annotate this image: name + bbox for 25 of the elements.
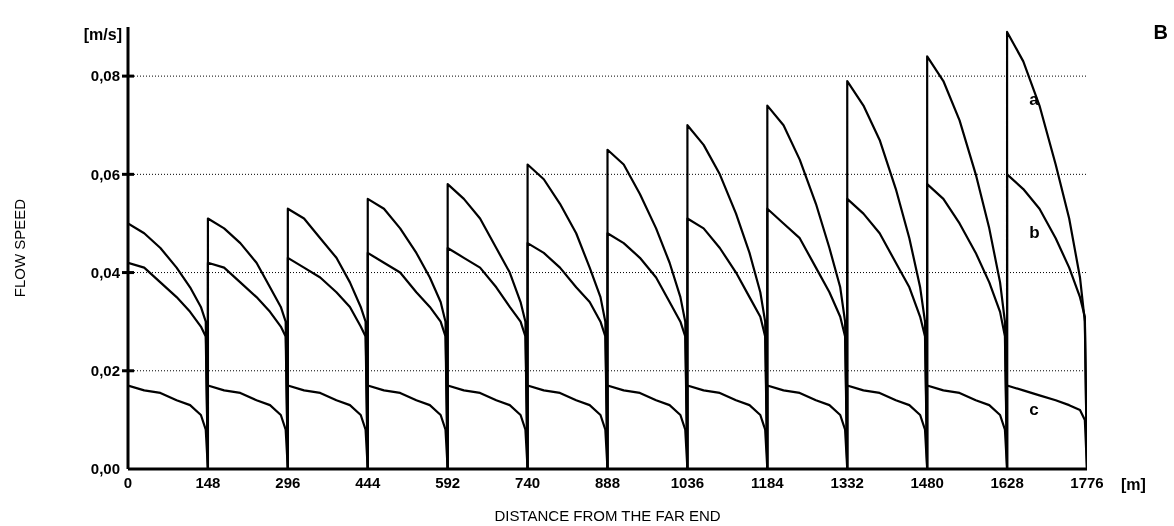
x-tick-label: 444 xyxy=(355,473,381,491)
x-tick-label: 0 xyxy=(123,473,133,491)
y-tick-label: 0,06 xyxy=(90,165,120,183)
x-tick-label: 296 xyxy=(275,473,301,491)
text: B xyxy=(1153,21,1168,43)
x-tick-label: 148 xyxy=(195,473,221,491)
x-tick-label: 1184 xyxy=(751,473,785,491)
y-axis-title: FLOW SPEED xyxy=(11,198,29,298)
x-tick-label: 888 xyxy=(594,473,621,491)
series-label: b xyxy=(1029,223,1040,243)
x-tick-label: 1480 xyxy=(910,473,944,491)
text: [m/s] xyxy=(83,26,122,43)
x-tick-label: 592 xyxy=(435,473,461,491)
y-tick-label: 0,04 xyxy=(90,263,121,281)
text: [m] xyxy=(1121,476,1146,493)
x-tick-label: 1332 xyxy=(830,473,864,491)
series-label: c xyxy=(1029,400,1039,420)
y-tick-label: 0,02 xyxy=(90,362,120,380)
y-tick-label: 0,00 xyxy=(90,460,120,478)
x-tick-label: 1776 xyxy=(1070,473,1104,491)
x-tick-label: 1036 xyxy=(670,473,705,491)
x-tick-label: 740 xyxy=(515,473,541,491)
y-tick-label: 0,08 xyxy=(90,67,120,85)
x-tick-label: 1628 xyxy=(990,473,1024,491)
x-axis-title: DISTANCE FROM THE FAR END xyxy=(494,507,721,524)
